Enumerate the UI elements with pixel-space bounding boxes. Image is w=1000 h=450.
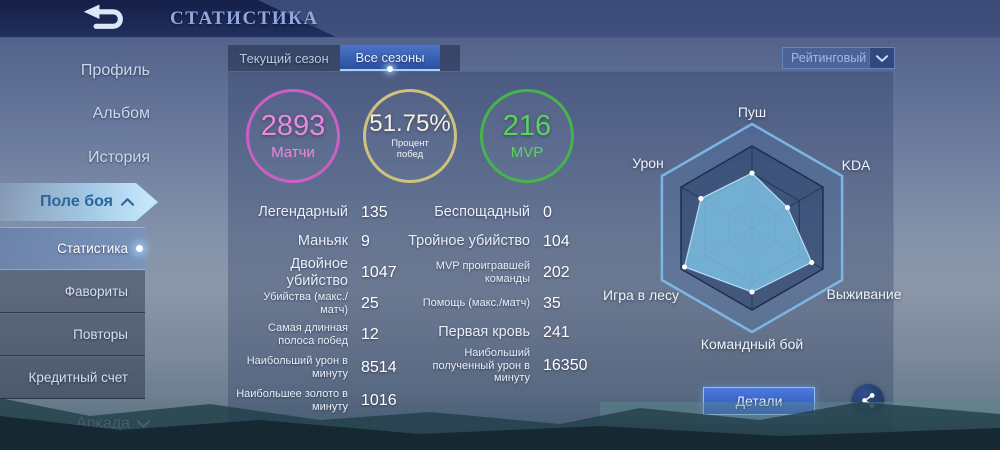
stat-row: MVP проигравшей команды 202: [402, 256, 622, 289]
sidebar-item-arcade[interactable]: Аркада: [0, 411, 169, 437]
page-title: СТАТИСТИКА: [170, 8, 319, 29]
stat-value: 135: [361, 203, 388, 221]
share-icon: [861, 392, 875, 408]
mode-dropdown-value: Рейтинговый: [791, 51, 867, 65]
details-button-label: Детали: [735, 393, 783, 409]
sidebar-item-label: Альбом: [92, 105, 150, 122]
stat-value: 202: [543, 263, 570, 281]
radar-axis-damage: Урон: [632, 155, 664, 171]
radar-svg: [660, 122, 844, 334]
chevron-up-icon: [121, 198, 134, 206]
matches-value: 2893: [260, 110, 326, 143]
stat-label: Двойное убийство: [286, 256, 348, 289]
winrate-value: 51.75%: [369, 110, 451, 138]
stat-row: Убийства (макс./матч) 25: [236, 289, 451, 318]
stat-value: 0: [543, 203, 552, 221]
mvp-circle: 216 MVP: [480, 89, 574, 183]
matches-label: Матчи: [271, 143, 315, 161]
stat-row: Двойное убийство 1047: [236, 256, 451, 289]
sidebar-item-label: Поле боя: [40, 193, 113, 210]
stat-label: Помощь (макс./матч): [422, 297, 530, 310]
stat-row: Самая длинная полоса побед 12: [236, 318, 451, 351]
back-button[interactable]: [80, 4, 130, 33]
tab-label: Все сезоны: [355, 49, 425, 65]
stat-value: 9: [361, 232, 370, 250]
stat-value: 25: [361, 294, 379, 312]
stat-value: 12: [361, 325, 379, 343]
stat-row: Тройное убийство 104: [402, 227, 622, 256]
stat-row: Маньяк 9: [236, 227, 451, 256]
radar-axis-jungle: Игра в лесу: [603, 287, 679, 303]
sidebar-item-label: Аркада: [75, 415, 130, 432]
stat-row: Первая кровь 241: [402, 318, 622, 347]
sidebar-item-battlefield[interactable]: Поле боя: [0, 183, 158, 221]
stat-label: Маньяк: [297, 233, 348, 250]
stat-value: 104: [543, 232, 570, 250]
sidebar-item-profile[interactable]: Профиль: [0, 58, 169, 84]
stat-label: MVP проигравшей команды: [435, 259, 530, 285]
winrate-label: Процент побед: [391, 137, 429, 160]
radar-axis-push: Пуш: [737, 104, 767, 120]
sidebar-subitem-replays[interactable]: Повторы: [0, 313, 145, 356]
stat-value: 35: [543, 294, 561, 312]
radar-axis-teamfight: Командный бой: [700, 336, 804, 352]
sidebar-subitem-label: Повторы: [73, 327, 128, 342]
chevron-down-icon: [137, 420, 150, 428]
stat-label: Легендарный: [258, 204, 348, 221]
radar-axis-survival: Выживание: [826, 286, 902, 302]
stat-row: Помощь (макс./матч) 35: [402, 289, 622, 318]
matches-circle: 2893 Матчи: [246, 89, 340, 183]
sidebar-subitem-statistics[interactable]: Статистика: [0, 227, 145, 270]
stat-label: Наибольший полученный урон в минуту: [432, 347, 530, 385]
mvp-value: 216: [502, 110, 552, 143]
stat-label: Наибольший урон в минуту: [246, 355, 348, 380]
sidebar-subitem-label: Кредитный счет: [28, 370, 128, 385]
mode-dropdown[interactable]: Рейтинговый: [782, 47, 895, 69]
stat-row: Легендарный 135: [236, 198, 451, 227]
stat-value: 8514: [361, 358, 397, 376]
stat-label: Убийства (макс./матч): [263, 291, 348, 316]
stat-value: 1016: [361, 391, 397, 409]
stat-label: Тройное убийство: [408, 233, 530, 250]
winrate-circle: 51.75% Процент побед: [363, 89, 457, 183]
back-arrow-icon: [83, 4, 123, 29]
season-tabs: Текущий сезон Все сезоны: [228, 45, 460, 72]
sidebar-item-history[interactable]: История: [0, 145, 169, 171]
mvp-label: MVP: [510, 143, 544, 161]
performance-radar-chart: Пуш KDA Выживание Командный бой Игра в л…: [600, 95, 912, 361]
stat-label: Беспощадный: [434, 204, 530, 221]
sidebar-item-label: Профиль: [80, 62, 150, 79]
active-indicator-dot: [136, 245, 143, 252]
tab-all-seasons[interactable]: Все сезоны: [340, 45, 440, 72]
radar-axis-kda: KDA: [841, 157, 871, 173]
sidebar-item-label: История: [87, 149, 150, 166]
tab-current-season[interactable]: Текущий сезон: [228, 45, 340, 71]
sidebar-subitem-label: Статистика: [57, 241, 128, 256]
stat-row: Беспощадный 0: [402, 198, 622, 227]
stat-row: Наибольший урон в минуту 8514: [236, 351, 451, 384]
stat-value: 241: [543, 323, 570, 341]
details-button[interactable]: Детали: [703, 387, 815, 415]
tab-label: Текущий сезон: [239, 50, 329, 66]
sidebar-subitem-credit-score[interactable]: Кредитный счет: [0, 356, 145, 399]
stat-row: Наибольший полученный урон в минуту 1635…: [402, 347, 622, 385]
stats-column-right: Беспощадный 0 Тройное убийство 104 MVP п…: [402, 198, 622, 385]
sidebar-subitem-favorites[interactable]: Фавориты: [0, 270, 145, 313]
stat-label: Самая длинная полоса побед: [267, 322, 348, 347]
sidebar-subitem-label: Фавориты: [64, 284, 128, 299]
stat-value: 1047: [361, 263, 397, 281]
share-button[interactable]: [852, 384, 884, 416]
stat-value: 16350: [543, 356, 588, 374]
chevron-down-icon: [869, 48, 894, 68]
stat-label: Первая кровь: [438, 324, 530, 341]
stat-row: Наибольшее золото в минуту 1016: [236, 384, 451, 417]
sidebar-item-album[interactable]: Альбом: [0, 101, 169, 127]
stat-label: Наибольшее золото в минуту: [236, 388, 348, 413]
